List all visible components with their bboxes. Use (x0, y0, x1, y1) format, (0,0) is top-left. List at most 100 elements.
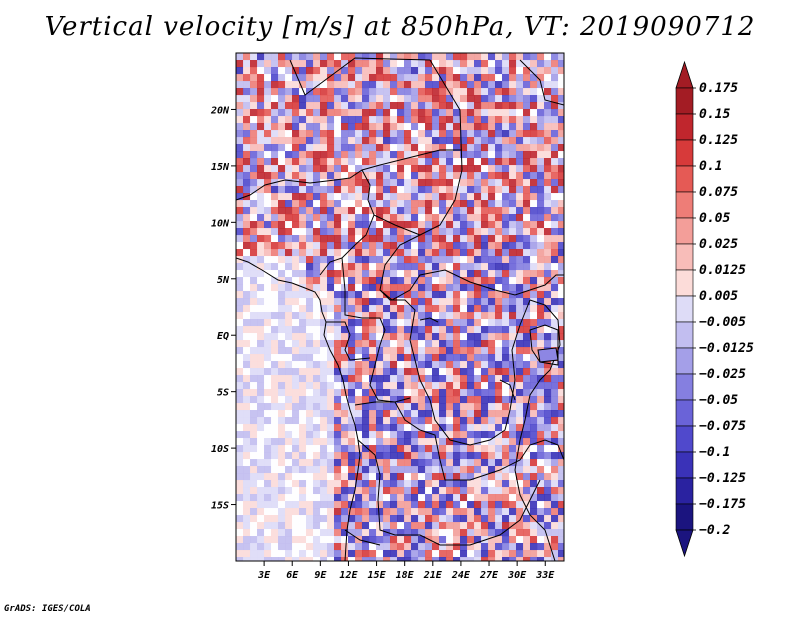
field-cell (236, 284, 244, 292)
field-cell (432, 305, 440, 313)
field-cell (453, 165, 461, 173)
field-cell (404, 396, 412, 404)
field-cell (446, 67, 454, 75)
field-cell (495, 221, 503, 229)
field-cell (390, 284, 398, 292)
field-cell (404, 270, 412, 278)
field-cell (355, 368, 363, 376)
colorbar-label: −0.175 (699, 497, 746, 512)
field-cell (397, 207, 405, 215)
field-cell (432, 67, 440, 75)
field-cell (523, 494, 531, 502)
field-cell (250, 102, 258, 110)
field-cell (313, 165, 321, 173)
field-cell (376, 445, 384, 453)
field-cell (446, 305, 454, 313)
field-cell (411, 270, 419, 278)
field-cell (285, 228, 293, 236)
field-cell (439, 340, 447, 348)
field-cell (348, 473, 356, 481)
lon-tick-label: 24E (451, 570, 471, 581)
field-cell (558, 305, 564, 313)
field-cell (257, 424, 265, 432)
field-cell (355, 67, 363, 75)
field-cell (334, 550, 342, 558)
field-cell (516, 459, 524, 467)
field-cell (558, 557, 564, 561)
colorbar-swatch (675, 113, 694, 141)
field-cell (439, 221, 447, 229)
field-cell (495, 452, 503, 460)
field-cell (453, 130, 461, 138)
field-cell (271, 193, 279, 201)
field-cell (425, 88, 433, 96)
field-cell (558, 536, 564, 544)
field-cell (467, 193, 475, 201)
field-cell (250, 550, 258, 558)
field-cell (278, 179, 286, 187)
field-cell (411, 74, 419, 82)
field-cell (250, 88, 258, 96)
field-cell (341, 473, 349, 481)
field-cell (523, 501, 531, 509)
field-cell (488, 417, 496, 425)
field-cell (411, 515, 419, 523)
field-cell (481, 347, 489, 355)
field-cell (467, 81, 475, 89)
field-cell (327, 438, 335, 446)
field-cell (432, 536, 440, 544)
field-cell (509, 375, 517, 383)
field-cell (327, 130, 335, 138)
field-cell (481, 473, 489, 481)
field-cell (460, 95, 468, 103)
field-cell (467, 298, 475, 306)
field-cell (348, 389, 356, 397)
field-cell (285, 200, 293, 208)
field-cell (285, 494, 293, 502)
field-cell (516, 270, 524, 278)
field-cell (481, 137, 489, 145)
border-line (499, 379, 516, 401)
field-cell (271, 200, 279, 208)
field-cell (474, 361, 482, 369)
field-cell (439, 424, 447, 432)
field-cell (257, 515, 265, 523)
field-cell (523, 242, 531, 250)
field-cell (278, 228, 286, 236)
field-cell (334, 340, 342, 348)
field-cell (369, 249, 377, 257)
field-cell (404, 284, 412, 292)
field-cell (264, 424, 272, 432)
field-cell (425, 466, 433, 474)
field-cell (432, 396, 440, 404)
field-cell (544, 473, 552, 481)
field-cell (390, 375, 398, 383)
field-cell (306, 158, 314, 166)
field-cell (348, 186, 356, 194)
field-cell (362, 529, 370, 537)
field-cell (495, 277, 503, 285)
field-cell (348, 494, 356, 502)
field-cell (432, 270, 440, 278)
field-cell (341, 529, 349, 537)
field-cell (313, 74, 321, 82)
field-cell (397, 417, 405, 425)
field-cell (558, 375, 564, 383)
field-cell (334, 207, 342, 215)
field-cell (327, 116, 335, 124)
field-cell (439, 452, 447, 460)
field-cell (299, 53, 307, 61)
field-cell (495, 74, 503, 82)
field-cell (397, 172, 405, 180)
field-cell (446, 312, 454, 320)
field-cell (355, 144, 363, 152)
field-cell (257, 305, 265, 313)
field-cell (446, 102, 454, 110)
field-cell (320, 319, 328, 327)
field-cell (432, 158, 440, 166)
field-cell (523, 543, 531, 551)
field-cell (516, 340, 524, 348)
field-cell (334, 249, 342, 257)
field-cell (348, 263, 356, 271)
field-cell (390, 277, 398, 285)
